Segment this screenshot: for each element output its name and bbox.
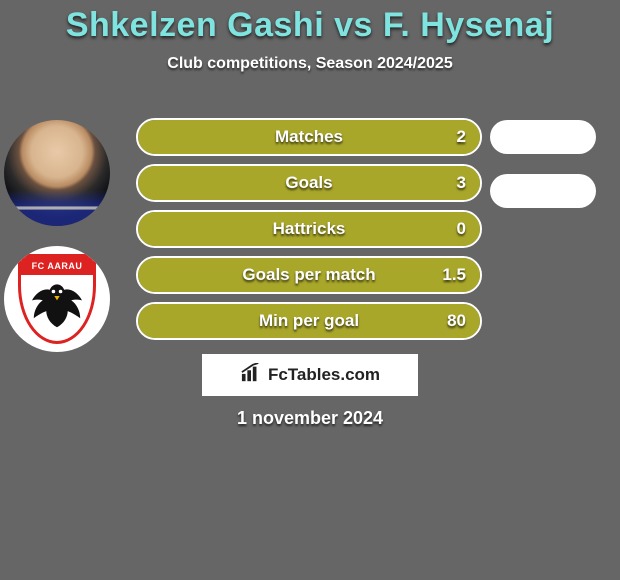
date-text: 1 november 2024 (0, 408, 620, 429)
stat-row: Hattricks0 (136, 210, 482, 248)
chart-icon (240, 363, 262, 388)
subtitle: Club competitions, Season 2024/2025 (0, 55, 620, 73)
opponent-pill (490, 174, 596, 208)
opponent-pill (490, 120, 596, 154)
stat-row: Goals per match1.5 (136, 256, 482, 294)
stat-label: Hattricks (138, 212, 480, 246)
page-title: Shkelzen Gashi vs F. Hysenaj (0, 6, 620, 45)
branding-text: FcTables.com (268, 365, 380, 385)
stat-row: Min per goal80 (136, 302, 482, 340)
stat-label: Goals per match (138, 258, 480, 292)
stats-panel: Matches2 Goals3 Hattricks0 Goals per match1… (136, 118, 482, 348)
stat-label: Goals (138, 166, 480, 200)
stat-row: Goals3 (136, 164, 482, 202)
player-avatar (4, 120, 110, 226)
avatars-column: FC AARAU (4, 120, 124, 352)
stat-value: 80 (447, 304, 466, 338)
stat-label: Min per goal (138, 304, 480, 338)
club-badge: FC AARAU (4, 246, 110, 352)
club-shield: FC AARAU (18, 254, 96, 344)
stat-value: 2 (457, 120, 466, 154)
stat-value: 3 (457, 166, 466, 200)
stat-value: 1.5 (442, 258, 466, 292)
stat-label: Matches (138, 120, 480, 154)
eagle-icon (30, 279, 84, 329)
branding-badge: FcTables.com (202, 354, 418, 396)
opponent-pills (490, 120, 596, 228)
stat-row: Matches2 (136, 118, 482, 156)
club-badge-text: FC AARAU (21, 257, 93, 275)
comparison-card: Shkelzen Gashi vs F. Hysenaj Club compet… (0, 0, 620, 460)
stat-value: 0 (457, 212, 466, 246)
